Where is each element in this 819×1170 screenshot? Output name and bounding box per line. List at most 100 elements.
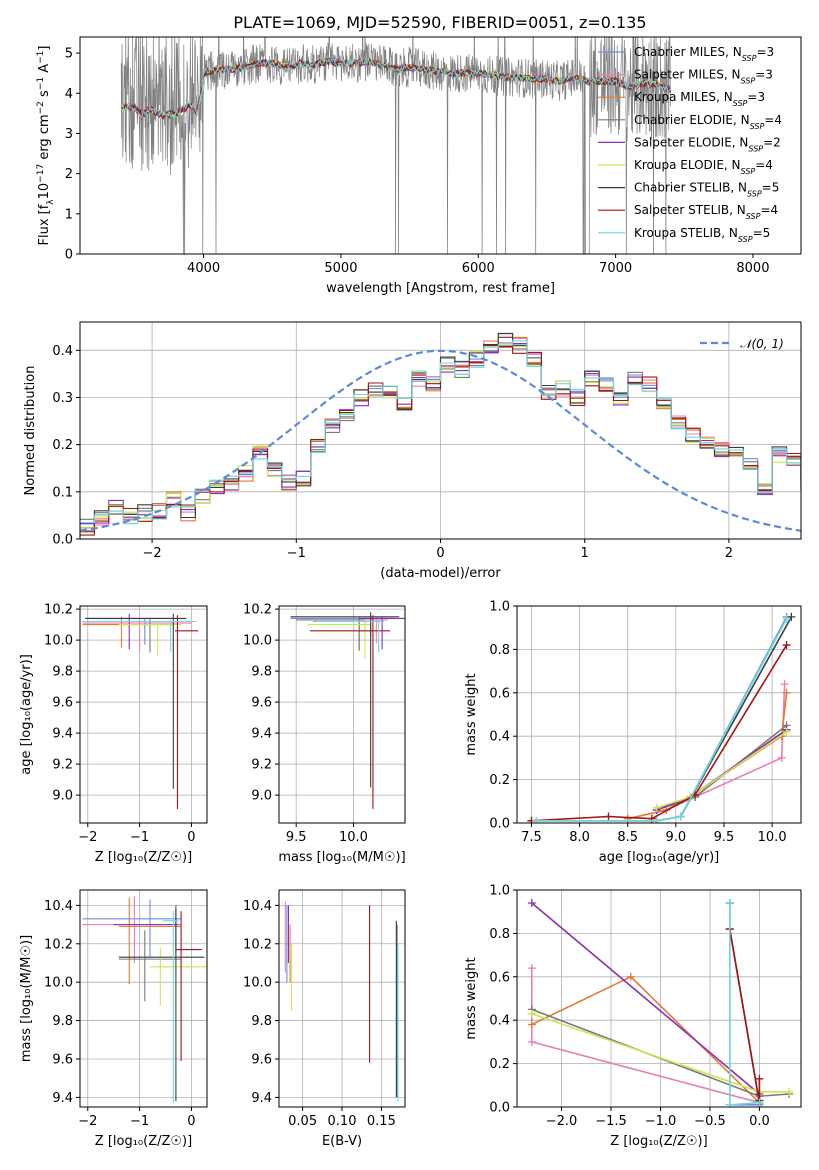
- y-axis-label: mass weight: [464, 957, 479, 1039]
- y-tick-label: 9.0: [251, 789, 272, 804]
- legend-nssp-eq: =: [755, 68, 765, 82]
- weight-series-4: [531, 902, 760, 1095]
- weight-series-7: [531, 644, 788, 822]
- residual-hist-7: [80, 344, 801, 536]
- legend-nssp-sub: SSP: [748, 144, 763, 153]
- y-tick-label: 10.2: [243, 603, 272, 618]
- y-tick-label: 9.8: [52, 665, 73, 680]
- axes-frame: [516, 605, 802, 824]
- weight-series-6: [531, 616, 793, 822]
- y-tick-label: 10.4: [44, 899, 73, 914]
- y-tick-label: 9.6: [52, 1052, 73, 1067]
- x-tick-label: 1: [581, 546, 589, 561]
- y-tick-label: 9.2: [52, 758, 73, 773]
- x-tick-label: −2.0: [546, 1114, 578, 1129]
- plot-area: [82, 895, 207, 1104]
- y-axis-label: age [log₁₀(age/yr)]: [19, 654, 34, 775]
- legend-model-name: Salpeter ELODIE: [634, 135, 732, 149]
- legend-nssp-value: 3: [757, 90, 765, 104]
- legend-nssp-eq: =: [760, 203, 770, 217]
- residual-hist-1: [80, 337, 801, 529]
- legend-nssp-sub: SSP: [747, 189, 762, 198]
- legend-nssp-prefix: , N: [716, 90, 733, 104]
- legend-nssp-eq: =: [755, 158, 765, 172]
- weight-series-7: [729, 928, 761, 1103]
- legend-label: Chabrier ELODIE, NSSP=4: [634, 113, 782, 131]
- y-label-part: s: [37, 90, 52, 101]
- x-tick-label: −0.5: [694, 1114, 726, 1129]
- y-axis-label: Flux [fλ10−17 erg cm−2 s−1 A−1]: [36, 46, 56, 246]
- x-tick-label: 7000: [599, 261, 632, 276]
- plot-area: [120, 37, 671, 254]
- legend-label: Kroupa STELIB, NSSP=5: [634, 226, 770, 244]
- legend-nssp-eq: =: [764, 113, 774, 127]
- legend-nssp-sub: SSP: [741, 167, 756, 176]
- y-tick-label: 1: [65, 207, 73, 222]
- x-tick-label: 4000: [187, 261, 220, 276]
- x-axis-label: wavelength [Angstrom, rest frame]: [326, 281, 555, 296]
- weight-marker-8: [676, 812, 685, 821]
- y-tick-label: 0.2: [489, 773, 510, 788]
- y-tick-label: 1.0: [489, 884, 510, 899]
- panel-age-vs-mass: 9.5 10.0 9.0 9.2 9.4 9.6 9.8 10.0 10.2 mass [log₁…: [243, 603, 406, 865]
- y-tick-label: 10.2: [44, 937, 73, 952]
- y-tick-label: 0.4: [489, 1014, 510, 1029]
- weight-marker-2: [782, 688, 791, 697]
- weight-marker-8: [725, 899, 734, 908]
- y-tick-label: 0: [65, 248, 73, 263]
- legend-nssp-value: 5: [763, 226, 771, 240]
- y-tick-label: 0.1: [52, 485, 73, 500]
- weight-marker-8: [725, 1100, 734, 1107]
- weight-marker-4: [527, 899, 536, 908]
- y-tick-label: 9.6: [52, 696, 73, 711]
- plot-area: [284, 901, 399, 1102]
- y-tick-label: 0.8: [489, 927, 510, 942]
- y-tick-label: 1.0: [489, 600, 510, 615]
- y-label-part: λ: [46, 199, 56, 205]
- panel-mass-vs-ebv: 0.05 0.10 0.15 9.4 9.6 9.8 10.0 10.2 10.4 E(B-V): [243, 889, 406, 1149]
- axes-frame: [79, 605, 208, 824]
- y-tick-label: 3: [65, 127, 73, 142]
- y-tick-label: 9.8: [52, 1014, 73, 1029]
- y-tick-label: 10.2: [44, 603, 73, 618]
- panel-mass-vs-Z: −2 −1 0 9.4 9.6 9.8 10.0 10.2 10.4 Z [log₁₀(Z/Z☉)…: [19, 889, 208, 1149]
- x-tick-label: 0.05: [288, 1114, 317, 1129]
- x-axis-label: Z [log₁₀(Z/Z☉)]: [95, 850, 192, 865]
- weight-series-0: [627, 616, 788, 822]
- legend-model-name: Salpeter STELIB: [634, 203, 729, 217]
- x-tick-label: 9.5: [286, 830, 307, 845]
- x-tick-label: 10.0: [339, 830, 368, 845]
- y-tick-label: 9.2: [251, 758, 272, 773]
- legend-nssp-value: 3: [767, 45, 775, 59]
- legend-nssp-eq: =: [763, 135, 773, 149]
- y-tick-label: 4: [65, 87, 73, 102]
- legend-nssp-prefix: , N: [733, 113, 750, 127]
- legend-nssp-sub: SSP: [742, 54, 757, 63]
- legend-nssp-value: 5: [772, 181, 780, 195]
- y-tick-label: 0.4: [52, 344, 73, 359]
- legend-label: Chabrier MILES, NSSP=3: [634, 45, 774, 63]
- legend-nssp-eq: =: [762, 181, 772, 195]
- y-tick-label: 0.3: [52, 391, 73, 406]
- legend-nssp-eq: =: [747, 90, 757, 104]
- y-tick-label: 10.0: [243, 976, 272, 991]
- legend-model-name: Chabrier MILES: [634, 45, 725, 59]
- legend-nssp-prefix: , N: [724, 158, 741, 172]
- legend-nssp-sub: SSP: [733, 99, 748, 108]
- y-tick-label: 0.2: [489, 1057, 510, 1072]
- weight-series-2: [627, 692, 788, 820]
- legend-label: Chabrier STELIB, NSSP=5: [634, 181, 779, 199]
- legend-nssp-prefix: , N: [729, 203, 746, 217]
- legend-model-name: Salpeter MILES: [634, 68, 724, 82]
- legend-label: Salpeter STELIB, NSSP=4: [634, 203, 778, 221]
- model-spectrum-8: [120, 56, 671, 120]
- weight-marker-1: [527, 1037, 536, 1046]
- x-tick-label: −1.0: [645, 1114, 677, 1129]
- residual-hist-6: [80, 332, 801, 532]
- legend-nssp-sub: SSP: [750, 121, 765, 130]
- x-axis-label: age [log₁₀(age/yr)]: [599, 850, 720, 865]
- weight-marker-5: [785, 1087, 794, 1096]
- x-axis-label: Z [log₁₀(Z/Z☉)]: [610, 1134, 707, 1149]
